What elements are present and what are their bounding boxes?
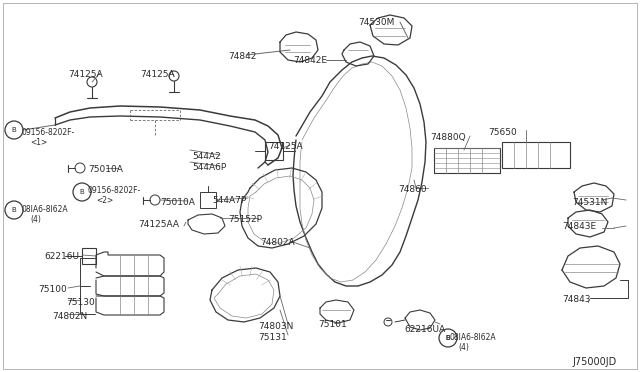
Text: 62216U: 62216U xyxy=(44,252,79,261)
Bar xyxy=(82,248,96,264)
Text: 75100: 75100 xyxy=(38,285,67,294)
Text: 08IA6-8I62A: 08IA6-8I62A xyxy=(450,333,497,342)
Text: B: B xyxy=(445,335,451,341)
Text: B: B xyxy=(12,127,17,133)
Bar xyxy=(502,142,570,168)
Bar xyxy=(200,192,216,208)
Text: 74802A: 74802A xyxy=(260,238,294,247)
Text: 09156-8202F-: 09156-8202F- xyxy=(88,186,141,195)
Text: 544A6P: 544A6P xyxy=(192,163,227,172)
Text: 544A7P: 544A7P xyxy=(212,196,246,205)
Text: 75650: 75650 xyxy=(488,128,516,137)
Text: J75000JD: J75000JD xyxy=(572,357,616,367)
Text: 75010A: 75010A xyxy=(88,165,123,174)
Bar xyxy=(265,142,283,160)
Text: 544A2: 544A2 xyxy=(192,152,221,161)
Text: 74842: 74842 xyxy=(228,52,257,61)
Text: 75152P: 75152P xyxy=(228,215,262,224)
Text: (4): (4) xyxy=(458,343,469,352)
Text: 74125A: 74125A xyxy=(68,70,102,79)
Text: 74531N: 74531N xyxy=(572,198,607,207)
Text: 74125AA: 74125AA xyxy=(138,220,179,229)
Text: B: B xyxy=(445,335,451,341)
Text: 75101: 75101 xyxy=(318,320,347,329)
Text: 74842E: 74842E xyxy=(293,56,327,65)
Text: B: B xyxy=(79,189,84,195)
Text: 75130: 75130 xyxy=(66,298,95,307)
Text: (4): (4) xyxy=(30,215,41,224)
Text: 74530M: 74530M xyxy=(358,18,394,27)
Text: 74803N: 74803N xyxy=(258,322,293,331)
Text: 74860: 74860 xyxy=(398,185,427,194)
Text: 08IA6-8I62A: 08IA6-8I62A xyxy=(22,205,68,214)
Text: 75010A: 75010A xyxy=(160,198,195,207)
Text: 74802N: 74802N xyxy=(52,312,87,321)
Text: 09156-8202F-: 09156-8202F- xyxy=(22,128,76,137)
Text: 62216UA: 62216UA xyxy=(404,325,445,334)
Text: 74843: 74843 xyxy=(562,295,591,304)
Text: 74843E: 74843E xyxy=(562,222,596,231)
Text: <2>: <2> xyxy=(96,196,113,205)
Text: <1>: <1> xyxy=(30,138,47,147)
Text: 75131: 75131 xyxy=(258,333,287,342)
Text: 74125A: 74125A xyxy=(140,70,175,79)
Bar xyxy=(434,148,500,173)
Text: B: B xyxy=(12,207,17,213)
Text: 74880Q: 74880Q xyxy=(430,133,466,142)
Text: 74125A: 74125A xyxy=(268,142,303,151)
